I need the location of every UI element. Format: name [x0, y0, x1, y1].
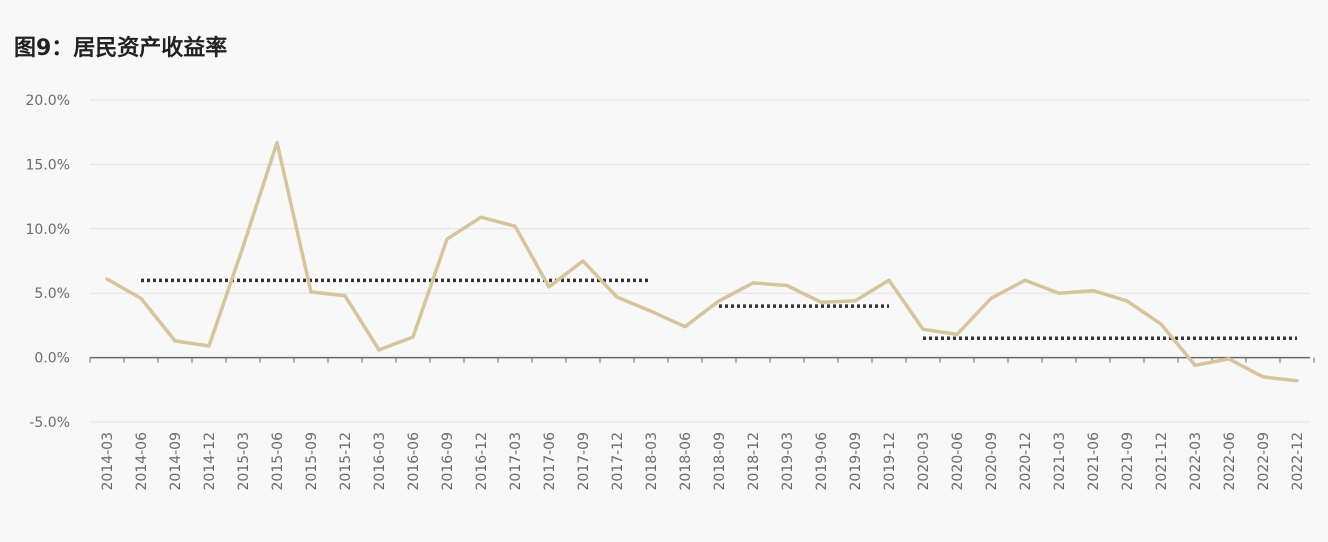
x-tick-label: 2014-06	[134, 432, 150, 491]
y-tick-label: 10.0%	[26, 222, 70, 238]
x-tick-label: 2018-03	[644, 432, 660, 491]
y-tick-label: 5.0%	[34, 286, 70, 302]
x-tick-label: 2015-06	[270, 432, 286, 491]
x-tick-label: 2018-09	[712, 432, 728, 491]
x-tick-label: 2022-06	[1222, 432, 1238, 491]
x-tick-label: 2017-03	[508, 432, 524, 491]
x-tick-label: 2021-06	[1086, 432, 1102, 491]
x-tick-label: 2015-09	[304, 432, 320, 491]
x-tick-label: 2021-09	[1120, 432, 1136, 491]
x-tick-label: 2019-09	[848, 432, 864, 491]
y-tick-label: 15.0%	[26, 157, 70, 173]
x-tick-label: 2020-06	[950, 432, 966, 491]
x-tick-label: 2020-12	[1018, 432, 1034, 491]
x-tick-label: 2019-03	[780, 432, 796, 491]
x-tick-label: 2015-12	[338, 432, 354, 491]
x-tick-label: 2021-03	[1052, 432, 1068, 491]
x-tick-label: 2020-09	[984, 432, 1000, 491]
x-tick-label: 2022-03	[1188, 432, 1204, 491]
x-tick-label: 2014-09	[168, 432, 184, 491]
x-tick-label: 2022-09	[1256, 432, 1272, 491]
x-tick-label: 2014-03	[100, 432, 116, 491]
x-tick-label: 2017-06	[542, 432, 558, 491]
y-tick-label: 0.0%	[34, 351, 70, 367]
x-tick-label: 2017-09	[576, 432, 592, 491]
x-tick-label: 2019-06	[814, 432, 830, 491]
x-tick-label: 2017-12	[610, 432, 626, 491]
x-tick-label: 2016-12	[474, 432, 490, 491]
x-tick-label: 2016-09	[440, 432, 456, 491]
x-tick-label: 2018-12	[746, 432, 762, 491]
x-tick-label: 2021-12	[1154, 432, 1170, 491]
chart-title: 图9：居民资产收益率	[14, 36, 228, 61]
x-tick-label: 2020-03	[916, 432, 932, 491]
series-line	[105, 140, 1299, 383]
x-tick-label: 2014-12	[202, 432, 218, 491]
y-tick-label: 20.0%	[26, 93, 70, 109]
x-tick-label: 2016-06	[406, 432, 422, 491]
y-tick-label: -5.0%	[29, 415, 70, 431]
x-tick-label: 2022-12	[1290, 432, 1306, 491]
x-tick-label: 2016-03	[372, 432, 388, 491]
x-tick-label: 2015-03	[236, 432, 252, 491]
x-tick-label: 2018-06	[678, 432, 694, 491]
x-tick-label: 2019-12	[882, 432, 898, 491]
